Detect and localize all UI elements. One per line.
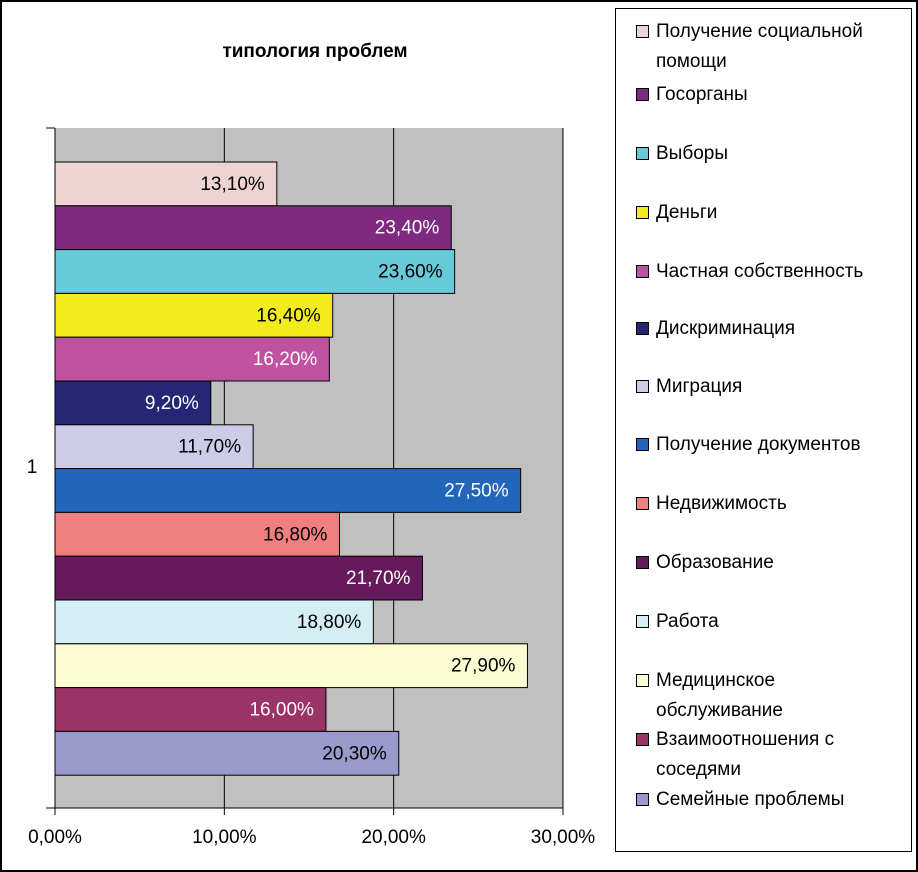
data-label: 16,20%	[253, 349, 318, 370]
legend-swatch	[636, 674, 649, 687]
bar	[54, 730, 400, 776]
legend-entry: Госорганы	[634, 80, 902, 110]
legend-label: Недвижимость	[656, 493, 787, 514]
legend-entry: Недвижимость	[634, 489, 902, 519]
data-label: 13,10%	[200, 174, 265, 195]
legend: Получение социальной помощи Госорганы Выбо…	[615, 8, 912, 852]
bar	[54, 249, 456, 294]
legend-swatch	[636, 147, 649, 160]
legend-label: Работа	[656, 611, 719, 632]
bar	[54, 643, 528, 689]
bar	[54, 292, 334, 338]
data-label: 20,30%	[322, 743, 387, 764]
data-label: 27,50%	[444, 481, 509, 502]
bar	[54, 511, 340, 557]
x-tick-label: 10,00%	[192, 827, 257, 848]
legend-swatch	[636, 88, 649, 101]
legend-entry: Взаимоотношения с соседями	[634, 725, 902, 785]
bar	[54, 380, 212, 426]
legend-label: Выборы	[656, 143, 729, 164]
data-label: 23,40%	[375, 218, 440, 239]
bar	[54, 468, 522, 513]
legend-entry: Получение документов	[634, 430, 902, 460]
x-tick-label: 30,00%	[531, 827, 596, 848]
legend-label: Получение документов	[656, 434, 861, 455]
data-label: 27,90%	[451, 656, 516, 677]
legend-entry: Частная собственность	[634, 257, 902, 287]
legend-swatch	[636, 793, 649, 806]
data-label: 21,70%	[346, 568, 411, 589]
legend-entry: Дискриминация	[634, 314, 902, 344]
legend-entry: Образование	[634, 548, 902, 578]
legend-entry: Выборы	[634, 139, 902, 169]
y-tick-label: 1	[27, 457, 38, 478]
data-label: 9,20%	[145, 393, 199, 414]
legend-swatch	[636, 206, 649, 219]
legend-swatch	[636, 615, 649, 628]
bar	[54, 555, 423, 601]
legend-entry: Семейные проблемы	[634, 785, 902, 815]
legend-label: Получение социальной помощи	[656, 21, 863, 72]
legend-swatch	[636, 438, 649, 451]
data-label: 18,80%	[297, 612, 362, 633]
data-label: 16,00%	[249, 700, 314, 721]
data-label: 11,70%	[178, 437, 241, 458]
x-tick-label: 20,00%	[361, 827, 426, 848]
legend-label: Взаимоотношения с соседями	[656, 729, 835, 780]
bar	[54, 161, 278, 207]
data-label: 23,60%	[378, 262, 443, 283]
data-label: 16,40%	[256, 305, 321, 326]
legend-entry: Миграция	[634, 372, 902, 402]
legend-swatch	[636, 265, 649, 278]
legend-label: Деньги	[656, 202, 718, 223]
bar	[54, 336, 330, 382]
bar	[54, 205, 452, 251]
chart-title: типология проблем	[222, 41, 407, 62]
legend-entry: Получение социальной помощи	[634, 17, 902, 77]
legend-swatch	[636, 497, 649, 510]
data-label: 16,80%	[263, 524, 328, 545]
legend-swatch	[636, 25, 649, 38]
legend-entry: Деньги	[634, 198, 902, 228]
bar	[54, 424, 254, 470]
x-tick-label: 0,00%	[28, 827, 82, 848]
legend-label: Семейные проблемы	[656, 789, 845, 810]
legend-label: Госорганы	[656, 84, 748, 105]
legend-label: Медицинское обслуживание	[656, 670, 783, 721]
legend-label: Образование	[656, 552, 774, 573]
legend-swatch	[636, 380, 649, 393]
legend-label: Миграция	[656, 376, 743, 397]
legend-swatch	[636, 556, 649, 569]
legend-swatch	[636, 322, 649, 335]
legend-label: Частная собственность	[656, 261, 864, 282]
legend-swatch	[636, 733, 649, 746]
bar	[54, 599, 374, 645]
legend-label: Дискриминация	[656, 318, 795, 339]
legend-entry: Медицинское обслуживание	[634, 666, 902, 726]
legend-entry: Работа	[634, 607, 902, 637]
